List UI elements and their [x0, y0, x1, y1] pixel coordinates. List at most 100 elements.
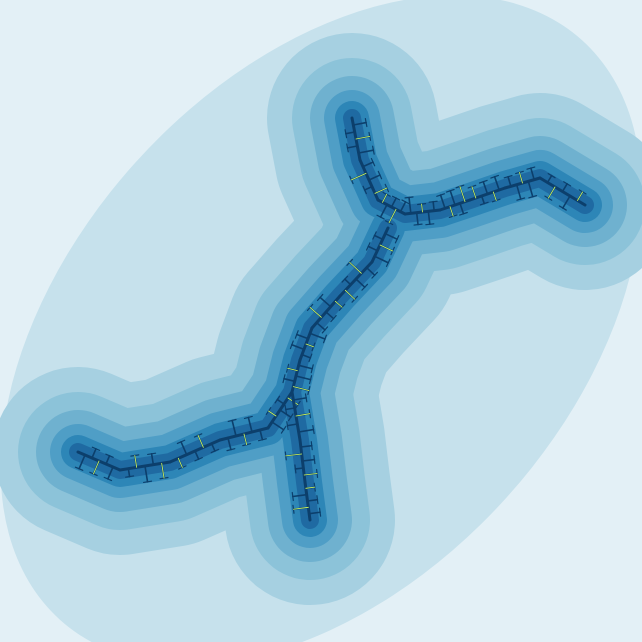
dendrite-twig: [91, 448, 97, 459]
dendrite-twig: [515, 183, 522, 200]
dendrite-twig: [276, 398, 285, 405]
dendrite-twig: [303, 473, 318, 476]
dendrite-twig: [287, 367, 298, 372]
dendrite-twig: [391, 195, 401, 201]
dendrite-twig: [226, 448, 236, 452]
dendrite-twig: [150, 453, 155, 466]
dendrite-twig: [301, 458, 316, 462]
dendrite-twig: [301, 353, 312, 359]
dendrite-twig: [306, 498, 319, 502]
dendrite-twig: [334, 300, 343, 308]
dendrite-twig: [449, 206, 454, 217]
dendrite-twig: [546, 174, 553, 184]
dendrite-twig: [493, 175, 500, 191]
dendrite-twig: [309, 332, 326, 340]
dendrite-twig: [480, 195, 486, 205]
dendrite-twig: [292, 397, 307, 401]
dendrite-twig: [519, 172, 523, 184]
dendrite-twig: [492, 191, 497, 201]
dendrite-twig: [274, 395, 281, 404]
dendrite-twig: [280, 425, 287, 434]
dendrite-twig: [294, 330, 299, 339]
dendrite-twig: [279, 409, 292, 419]
dendrite-twig: [105, 454, 111, 465]
dendrite-twig: [428, 200, 438, 203]
dendrite-twig: [310, 364, 314, 374]
dendrite-twig: [308, 511, 321, 515]
dendrite-twig: [344, 278, 352, 286]
dendrite-twig: [210, 448, 220, 454]
dendrite-twig: [372, 145, 375, 155]
dendrite-twig: [322, 334, 327, 344]
dendrite-twig: [478, 179, 488, 184]
dendrite-twig: [345, 131, 356, 135]
dendrite-twig: [361, 283, 369, 291]
dendrite-twig: [459, 186, 466, 203]
dendrite-twig: [362, 161, 374, 168]
dendrite-twig: [316, 293, 324, 302]
dendrite-twig: [147, 452, 157, 456]
dendrite-twig: [176, 439, 186, 445]
dendrite-twig: [413, 223, 423, 226]
dendrite-twig: [291, 493, 308, 498]
dendrite-twig: [427, 210, 431, 226]
dendrite-twig: [507, 175, 512, 188]
dendrite-twig: [289, 340, 294, 350]
dendrite-twig: [364, 118, 368, 128]
dendrite-twig: [231, 419, 237, 437]
dendrite-twig: [243, 415, 253, 420]
dendrite-twig: [471, 186, 477, 199]
dendrite-twig: [227, 418, 237, 423]
dendrite-twig: [286, 423, 299, 427]
dendrite-twig: [394, 234, 400, 244]
dendrite-twig: [372, 231, 377, 240]
dendrite-twig: [528, 195, 538, 199]
dendrite-twig: [177, 457, 183, 468]
dendrite-twig: [313, 455, 316, 465]
dendrite-twig: [388, 208, 397, 224]
dendrite-twig: [432, 200, 435, 212]
dendrite-core: [74, 116, 587, 522]
dendrite-twig: [194, 450, 200, 461]
dendrite-twig: [134, 455, 138, 468]
dendrite-twig: [376, 214, 385, 220]
dendrite-twig: [295, 333, 309, 340]
dendrite-twig: [425, 223, 435, 226]
dendrite-twig: [365, 242, 371, 251]
dendrite-twig: [371, 271, 379, 279]
dendrite-twig: [284, 404, 288, 415]
dendrite-twig: [351, 172, 367, 181]
dendrite-twig: [297, 428, 315, 433]
dendrite-twig: [363, 185, 373, 191]
dendrite-twig: [78, 454, 86, 470]
dendrite-twig: [449, 189, 456, 206]
dendrite-twig: [312, 424, 315, 435]
dendrite-twig: [103, 476, 113, 482]
dendrite-twig: [377, 170, 383, 180]
dendrite-twig: [421, 203, 423, 213]
dendrite-twig: [259, 429, 264, 441]
dendrite-twig: [527, 180, 534, 198]
dendrite-twig: [344, 289, 356, 300]
dendrite-twig: [319, 296, 332, 308]
dendrite-twig: [367, 245, 379, 252]
dendrite-twig: [287, 413, 294, 422]
dendrite-twig: [227, 437, 232, 451]
dendrite-twig: [346, 145, 359, 149]
dendrite-twig: [127, 467, 131, 478]
dendrite-twig: [315, 321, 326, 331]
dendrite-twig: [503, 175, 513, 179]
dendrite-twig: [318, 507, 322, 517]
dendrite-twig: [561, 195, 571, 209]
dendrite-twig: [308, 353, 313, 363]
dendrite-twig: [436, 193, 445, 197]
dendrite-twig: [373, 255, 390, 264]
dendrite-twig: [295, 375, 312, 381]
dendrite-twig: [247, 416, 253, 433]
dendrite-twig: [268, 410, 277, 417]
dendrite-twig: [74, 466, 84, 471]
dendrite-twig: [292, 386, 310, 391]
dendrite-twig: [144, 465, 149, 483]
dendrite-twig: [408, 196, 412, 215]
